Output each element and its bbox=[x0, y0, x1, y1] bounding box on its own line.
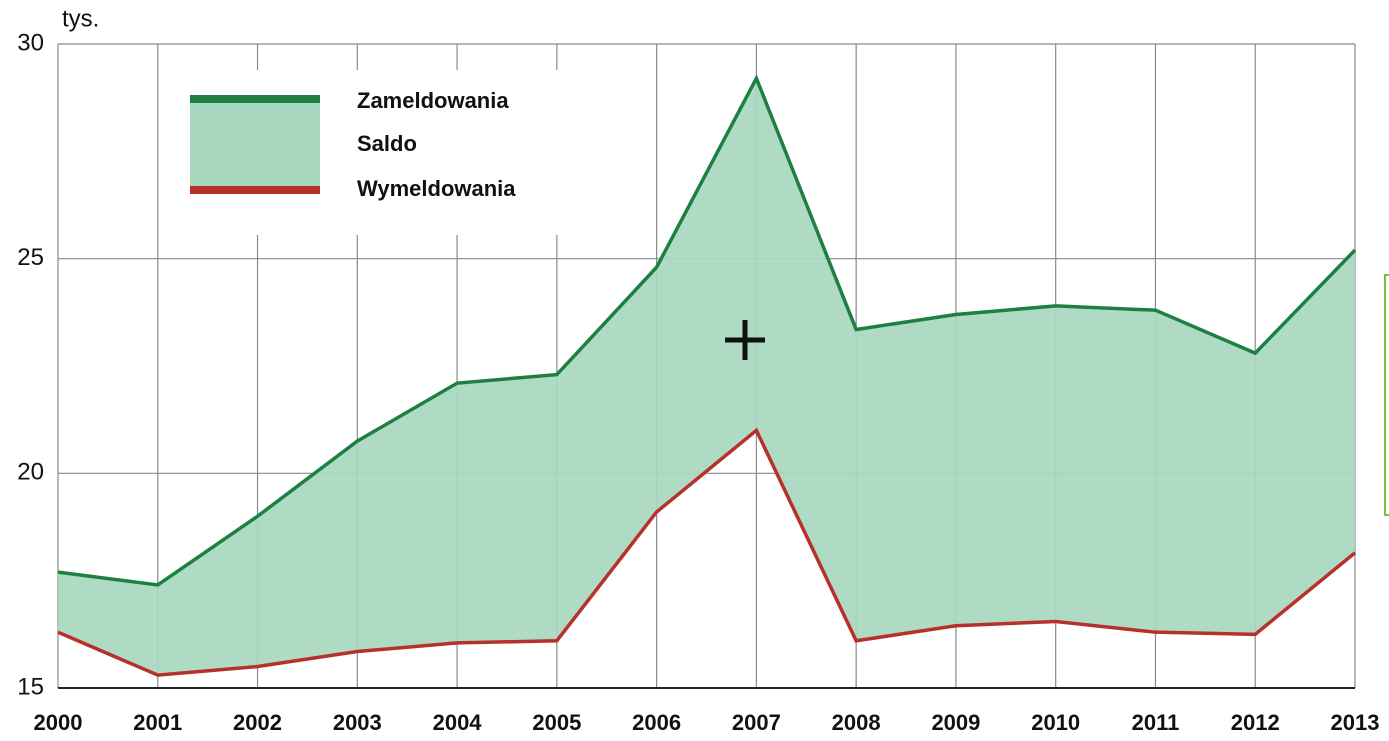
y-unit: tys. bbox=[62, 5, 99, 32]
x-tick-label: 2012 bbox=[1231, 710, 1280, 735]
y-tick-label: 15 bbox=[17, 673, 44, 700]
y-tick-label: 25 bbox=[17, 244, 44, 271]
x-tick-label: 2013 bbox=[1331, 710, 1380, 735]
legend-label: Zameldowania bbox=[357, 88, 509, 113]
x-tick-label: 2001 bbox=[133, 710, 182, 735]
x-tick-label: 2004 bbox=[433, 710, 483, 735]
legend-area bbox=[190, 102, 320, 186]
legend-label: Saldo bbox=[357, 131, 417, 156]
x-tick-label: 2002 bbox=[233, 710, 282, 735]
x-tick-label: 2009 bbox=[931, 710, 980, 735]
line bbox=[57, 427, 1357, 677]
legend-line bbox=[190, 95, 320, 103]
x-tick-label: 2010 bbox=[1031, 710, 1080, 735]
legend-label: Wymeldowania bbox=[357, 176, 516, 201]
cursor bbox=[725, 320, 765, 360]
legend-line bbox=[190, 186, 320, 194]
x-tick-label: 2006 bbox=[632, 710, 681, 735]
x-tick-label: 2000 bbox=[34, 710, 83, 735]
x-tick-label: 2007 bbox=[732, 710, 781, 735]
x-tick-label: 2005 bbox=[532, 710, 581, 735]
y-tick-label: 30 bbox=[17, 29, 44, 56]
side-box bbox=[1384, 274, 1389, 516]
y-tick-label: 20 bbox=[17, 459, 44, 486]
x-tick-label: 2008 bbox=[832, 710, 881, 735]
line bbox=[57, 74, 1357, 587]
x-tick-label: 2011 bbox=[1132, 710, 1180, 735]
x-tick-label: 2003 bbox=[333, 710, 382, 735]
area bbox=[58, 78, 1355, 676]
